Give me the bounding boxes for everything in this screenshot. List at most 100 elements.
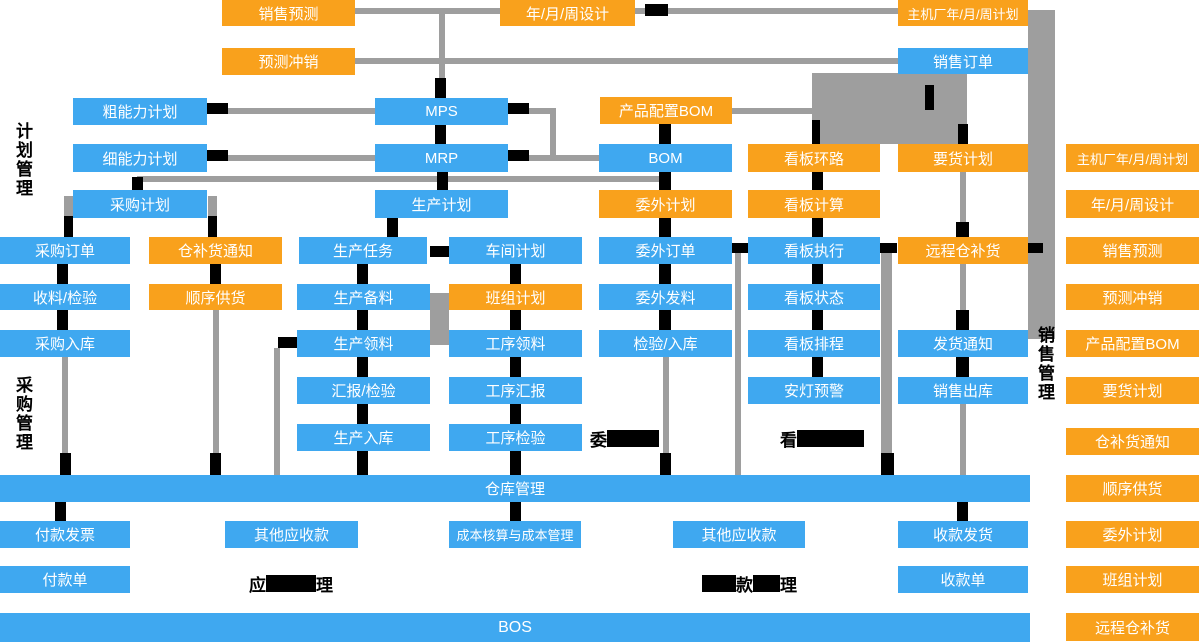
connector-joint [357,357,368,377]
connector-joint [357,451,368,475]
node-sales-out[interactable]: 销售出库 [898,377,1028,404]
group-label-text: 款 [736,575,753,595]
node-production-plan[interactable]: 生产计划 [375,190,508,218]
sidebar-item-ymw-design[interactable]: 年/月/周设计 [1066,190,1199,218]
group-label-kanban: 看 [780,429,864,450]
node-production-task[interactable]: 生产任务 [299,237,427,264]
node-production-prep[interactable]: 生产备料 [297,284,430,310]
connector-joint [645,4,668,16]
connector-joint [925,85,934,110]
redaction-block [702,574,736,592]
node-delivery-plan[interactable]: 要货计划 [898,144,1028,172]
node-outsource-order[interactable]: 委外订单 [599,237,732,264]
connector-joint [510,357,521,377]
node-purchase-in[interactable]: 采购入库 [0,330,130,357]
connector-line [528,155,600,161]
node-process-inspect[interactable]: 工序检验 [449,424,582,451]
connector-line [355,58,898,64]
node-process-report[interactable]: 工序汇报 [449,377,582,404]
sidebar-item-replenish-notice[interactable]: 仓补货通知 [1066,428,1199,455]
node-oem-ymw-plan[interactable]: 主机厂年/月/周计划 [898,0,1028,26]
node-process-issue[interactable]: 工序领料 [449,330,582,357]
node-rough-capacity-plan[interactable]: 粗能力计划 [73,98,207,125]
node-sales-order[interactable]: 销售订单 [898,48,1028,74]
node-ymw-design[interactable]: 年/月/周设计 [500,0,635,26]
node-warehouse-mgmt-bar[interactable]: 仓库管理 [0,475,1030,502]
connector-joint [812,357,823,377]
connector-joint [731,243,752,253]
node-remote-replenish[interactable]: 远程仓补货 [898,237,1028,264]
sidebar-item-outsource-plan[interactable]: 委外计划 [1066,521,1199,548]
node-kanban-schedule[interactable]: 看板排程 [748,330,880,357]
group-label-receivables: 款理 [702,574,797,595]
sidebar-item-sequence-supply[interactable]: 顺序供货 [1066,475,1199,502]
node-bom[interactable]: BOM [599,144,732,172]
redaction-block [266,574,316,592]
node-other-receivables-1[interactable]: 其他应收款 [225,521,358,548]
node-receipt-ship[interactable]: 收款发货 [898,521,1028,548]
sidebar-item-oem-ymw-plan[interactable]: 主机厂年/月/周计划 [1066,144,1199,172]
node-kanban-exec[interactable]: 看板执行 [748,237,880,264]
section-label-planning: 计划管理 [16,122,33,198]
node-workshop-plan[interactable]: 车间计划 [449,237,582,264]
sidebar-item-team-plan[interactable]: 班组计划 [1066,566,1199,593]
node-payment-slip[interactable]: 付款单 [0,566,130,593]
node-fine-capacity-plan[interactable]: 细能力计划 [73,144,207,172]
node-outsource-plan[interactable]: 委外计划 [599,190,732,218]
connector-joint [812,218,823,237]
connector-line [663,357,669,460]
sidebar-item-forecast-writeoff[interactable]: 预测冲销 [1066,284,1199,310]
node-sales-forecast[interactable]: 销售预测 [222,0,355,26]
connector-line [439,12,445,98]
node-inspect-in[interactable]: 检验/入库 [599,330,732,357]
node-sequence-supply[interactable]: 顺序供货 [149,284,282,310]
node-mps[interactable]: MPS [375,98,508,125]
connector-bar [1028,10,1055,339]
node-purchase-plan[interactable]: 采购计划 [73,190,207,218]
node-mrp[interactable]: MRP [375,144,508,172]
connector-joint [57,264,68,284]
node-production-issue[interactable]: 生产领料 [297,330,430,357]
connector-joint [956,357,969,377]
node-bos-bar[interactable]: BOS [0,613,1030,642]
node-outsource-issue[interactable]: 委外发料 [599,284,732,310]
connector-line [735,247,741,475]
node-payment-invoice[interactable]: 付款发票 [0,521,130,548]
sidebar-item-remote-replenish[interactable]: 远程仓补货 [1066,613,1199,641]
node-kanban-status[interactable]: 看板状态 [748,284,880,310]
section-label-purchasing: 采购管理 [16,376,33,452]
node-cost-mgmt[interactable]: 成本核算与成本管理 [449,521,581,548]
group-label-text: 委 [590,430,607,450]
connector-joint [812,120,820,144]
node-receive-inspect[interactable]: 收料/检验 [0,284,130,310]
node-purchase-order[interactable]: 采购订单 [0,237,130,264]
sidebar-item-sales-forecast[interactable]: 销售预测 [1066,237,1199,264]
connector-joint [510,264,521,284]
node-receipt-slip[interactable]: 收款单 [898,566,1028,593]
connector-line [228,155,375,161]
node-kanban-loop[interactable]: 看板环路 [748,144,880,172]
node-forecast-writeoff[interactable]: 预测冲销 [222,48,355,75]
node-other-receivables-2[interactable]: 其他应收款 [673,521,805,548]
connector-line [881,250,892,475]
node-report-inspect[interactable]: 汇报/检验 [297,377,430,404]
connector-joint [207,103,228,114]
sidebar-item-product-config-bom[interactable]: 产品配置BOM [1066,330,1199,357]
connector-joint [357,264,368,284]
sidebar-item-delivery-plan[interactable]: 要货计划 [1066,377,1199,404]
connector-joint [210,453,221,475]
connector-joint [510,404,521,424]
connector-line [62,357,68,475]
node-ship-notice[interactable]: 发货通知 [898,330,1028,357]
node-product-config-bom[interactable]: 产品配置BOM [600,97,732,124]
node-andon-warning[interactable]: 安灯预警 [748,377,880,404]
node-kanban-calc[interactable]: 看板计算 [748,190,880,218]
connector-joint [659,218,671,237]
node-production-in[interactable]: 生产入库 [297,424,430,451]
redaction-block [607,429,659,447]
node-replenish-notice[interactable]: 仓补货通知 [149,237,282,264]
connector-joint [64,216,73,237]
node-team-plan[interactable]: 班组计划 [449,284,582,310]
group-label-text: 理 [316,575,333,595]
connector-joint [659,310,671,330]
